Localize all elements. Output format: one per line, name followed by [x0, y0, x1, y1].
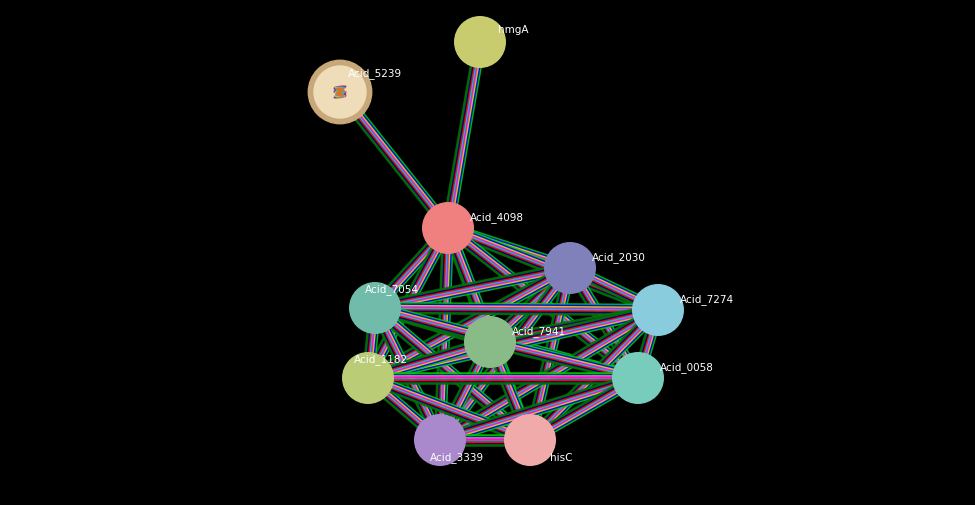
Text: Acid_7054: Acid_7054 [365, 284, 419, 295]
Circle shape [612, 352, 664, 404]
Circle shape [632, 284, 684, 336]
Text: hisC: hisC [550, 453, 572, 463]
Circle shape [454, 16, 506, 68]
Circle shape [342, 352, 394, 404]
Circle shape [349, 282, 401, 334]
Circle shape [504, 414, 556, 466]
Circle shape [422, 202, 474, 254]
Circle shape [544, 242, 596, 294]
Circle shape [308, 60, 371, 124]
Circle shape [464, 316, 516, 368]
Text: hmgA: hmgA [498, 25, 528, 35]
Text: Acid_3339: Acid_3339 [430, 452, 485, 464]
Text: Acid_2030: Acid_2030 [592, 252, 645, 264]
Text: Acid_5239: Acid_5239 [348, 69, 402, 79]
Circle shape [314, 66, 366, 118]
Text: Acid_4098: Acid_4098 [470, 213, 524, 223]
Circle shape [414, 414, 466, 466]
Text: Acid_7274: Acid_7274 [680, 294, 734, 306]
Text: Acid_0058: Acid_0058 [660, 363, 714, 374]
Text: Acid_1182: Acid_1182 [354, 355, 409, 366]
Text: Acid_7941: Acid_7941 [512, 327, 566, 337]
